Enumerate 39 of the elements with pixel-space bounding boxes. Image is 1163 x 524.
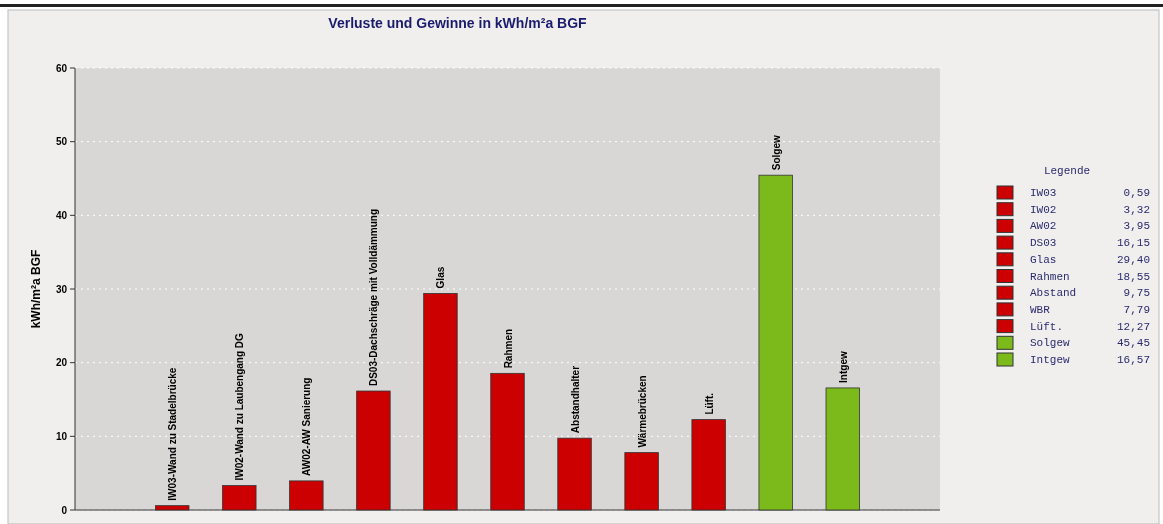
text: 9,75 bbox=[1123, 287, 1150, 300]
text: 3,95 bbox=[1123, 220, 1150, 233]
x-tick-label: IW03-Wand zu Stadelbrücke bbox=[167, 367, 179, 501]
y-tick-label: 10 bbox=[55, 430, 68, 442]
x-tick-label: DS03-Dachschräge mit Volldämmung bbox=[368, 208, 380, 387]
x-tick-label: Lüft. bbox=[703, 392, 715, 415]
y-tick-label: 30 bbox=[55, 283, 68, 295]
text: 45,45 bbox=[1116, 337, 1150, 350]
legend-label: IW03 bbox=[1030, 187, 1057, 199]
text: 16,57 bbox=[1116, 354, 1150, 366]
text: 16,15 bbox=[1116, 237, 1150, 250]
x-tick-label: Abstandhalter bbox=[569, 365, 581, 434]
chart-title: Verluste und Gewinne in kWh/m²a BGF bbox=[328, 15, 588, 31]
text: 18,55 bbox=[1116, 270, 1150, 283]
legend-label: DS03 bbox=[1030, 237, 1057, 250]
y-tick-label: 60 bbox=[55, 62, 68, 74]
text: 0,59 bbox=[1123, 187, 1150, 199]
legend-label: WBR bbox=[1030, 303, 1051, 316]
y-tick-label: 40 bbox=[55, 209, 68, 221]
y-tick-label: 20 bbox=[55, 357, 68, 369]
x-tick-label: IW02-Wand zu Laubengang DG bbox=[234, 332, 246, 481]
y-axis-title: kWh/m²a BGF bbox=[29, 249, 43, 329]
legend-label: Rahmen bbox=[1030, 270, 1070, 283]
legend-label: Lüft. bbox=[1030, 320, 1064, 333]
text: 29,40 bbox=[1116, 253, 1150, 266]
text: 3,32 bbox=[1123, 203, 1150, 216]
legend-label: IW02 bbox=[1030, 203, 1057, 216]
y-tick-label: 50 bbox=[55, 136, 68, 148]
x-tick-label: Intgew bbox=[837, 351, 849, 383]
legend-label: Glas bbox=[1030, 253, 1057, 266]
legend-title: Legende bbox=[1043, 165, 1091, 177]
x-tick-label: Rahmen bbox=[502, 328, 514, 369]
x-tick-label: AW02-AW Sanierung bbox=[301, 377, 313, 476]
text: 12,27 bbox=[1116, 320, 1150, 333]
text: 7,79 bbox=[1123, 303, 1150, 316]
y-tick-label: 0 bbox=[61, 504, 68, 516]
legend-label: AW02 bbox=[1030, 220, 1057, 233]
x-tick-label: Wärmebrücken bbox=[636, 375, 648, 448]
legend-label: Abstand bbox=[1030, 287, 1077, 300]
